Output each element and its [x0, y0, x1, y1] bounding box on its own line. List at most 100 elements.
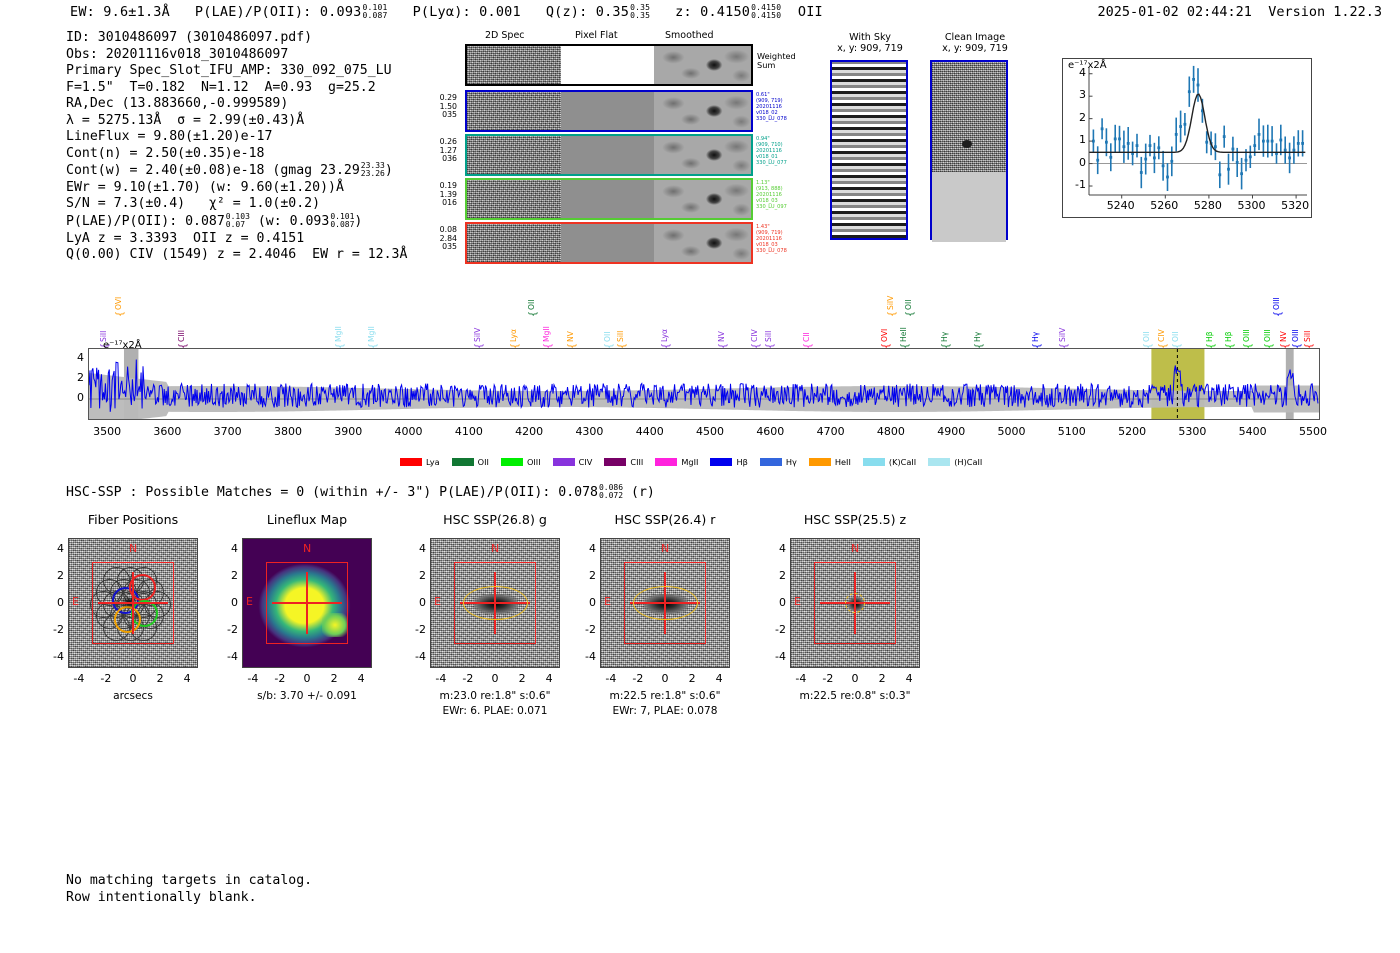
axis-tick: -2 [100, 672, 112, 685]
compass-north: N [129, 542, 138, 555]
fiber-row-ticks: 0.19 1.39 016 [439, 181, 457, 208]
line-marker-label: Hβ [1205, 331, 1215, 342]
line-marker: Lyα} [509, 308, 520, 350]
header-plae-range: 0.101 0.087 [362, 3, 388, 20]
line-marker-label: CIV [1157, 329, 1167, 342]
fiber-row-ticks: 0.26 1.27 036 [439, 137, 457, 164]
axis-tick: -4 [415, 650, 426, 664]
weighted-sum-row [465, 44, 753, 86]
axis-tick: -2 [53, 623, 64, 637]
axis-tick: 2 [688, 672, 696, 685]
line-marker: OII} [603, 308, 614, 350]
legend-label: MgII [681, 457, 699, 467]
emission-line-ylabel: e⁻¹⁷x2Å [1068, 60, 1107, 71]
header-timestamp-block: 2025-01-02 02:44:21 Version 1.22.3 [1098, 4, 1383, 20]
legend-swatch [655, 458, 678, 466]
timestamp: 2025-01-02 02:44:21 [1097, 4, 1252, 20]
line-marker-label: Lyα [659, 328, 669, 342]
footer-line1: No matching targets in catalog. [66, 873, 313, 888]
line-marker-label: OIII [1262, 329, 1272, 342]
line-marker: MgII} [367, 308, 378, 350]
emission-line-plot [1062, 58, 1312, 218]
line-marker: SiIV} [885, 276, 897, 318]
footer-note: No matching targets in catalog. Row inte… [66, 872, 312, 906]
axis-tick: -2 [822, 672, 834, 685]
axis-tick: 4600 [756, 425, 785, 438]
line-marker-brace: } [527, 310, 539, 318]
panel-caption: EWr: 6. PLAE: 0.071 [442, 705, 548, 717]
axis-tick: 4 [57, 541, 64, 555]
axis-tick: 5280 [1193, 199, 1222, 212]
info-lineflux: LineFlux = 9.80(±1.20)e-17 [66, 129, 273, 145]
axis-tick: -4 [247, 672, 259, 685]
axis-tick: 0 [231, 596, 238, 609]
legend-swatch [862, 458, 885, 466]
axis-tick: 4 [357, 672, 365, 685]
axis-tick: 5320 [1281, 199, 1310, 212]
weighted-sum-label: Weighted Sum [757, 51, 796, 71]
aperture-box [624, 562, 706, 644]
line-marker-label: SiIV [885, 295, 895, 310]
axis-tick: 5400 [1238, 425, 1267, 438]
legend-item: OIII [500, 457, 541, 467]
panel-title: HSC SSP(26.4) r [614, 512, 716, 527]
axis-tick: -4 [227, 650, 238, 664]
legend-label: OIII [526, 457, 541, 467]
line-marker: SiII} [1303, 308, 1314, 350]
compass-east: E [434, 595, 441, 608]
fiber-row [465, 90, 753, 132]
axis-tick: 4900 [937, 425, 966, 438]
version-label: Version 1.22.3 [1268, 4, 1382, 20]
line-marker-label: SiII [764, 330, 774, 342]
axis-tick: 3900 [334, 425, 363, 438]
axis-tick: 4 [231, 541, 238, 555]
line-marker-label: NV [566, 331, 576, 342]
line-marker: CIV} [750, 308, 761, 350]
panel-title: Fiber Positions [87, 512, 179, 527]
legend-item: Hβ [710, 457, 748, 467]
fiber-row-meta: 1.43" (909, 719) 20201116 v018_03 330_LU_078 [756, 224, 787, 255]
line-marker: Hγ} [973, 308, 984, 350]
line-marker-label: OVI [114, 296, 124, 310]
line-marker: OIII} [1242, 308, 1253, 350]
axis-tick: 4000 [394, 425, 423, 438]
axis-tick: 3800 [273, 425, 302, 438]
fiber-row-meta: 1.13" (913, 888) 20201116 v018_03 330_LU_097 [756, 180, 787, 211]
line-marker-label: Hβ [1223, 331, 1233, 342]
col-header-2dspec: 2D Spec [485, 30, 525, 41]
legend-label: CIV [578, 457, 593, 467]
line-marker: Hβ} [1223, 308, 1235, 350]
header-ew: EW: 9.6±1.3Å [70, 4, 170, 20]
legend-item: OII [451, 457, 489, 467]
compass-north: N [661, 542, 670, 555]
legend-swatch [604, 458, 627, 466]
axis-tick: 0 [491, 672, 499, 685]
axis-tick: 2 [589, 568, 596, 582]
legend-label: (H)CaII [954, 457, 983, 467]
legend-label: Hγ [785, 457, 797, 467]
axis-tick: 5100 [1057, 425, 1086, 438]
line-marker-label: NV [1279, 331, 1289, 342]
axis-tick: 4200 [515, 425, 544, 438]
axis-tick: -2 [775, 623, 786, 637]
legend-swatch [500, 458, 523, 466]
axis-tick: 5240 [1106, 199, 1135, 212]
axis-tick: 5300 [1178, 425, 1207, 438]
line-marker: MgII} [334, 308, 345, 350]
compass-north: N [303, 542, 312, 555]
line-marker: Hγ} [940, 308, 951, 350]
axis-tick: 4 [589, 541, 596, 555]
with-sky-title: With Sky x, y: 909, 719 [837, 32, 903, 54]
axis-tick: 2 [156, 672, 164, 685]
line-marker: CIII} [177, 308, 188, 350]
line-marker-label: SiII [1303, 330, 1313, 342]
axis-tick: 4700 [816, 425, 845, 438]
info-obs: Obs: 20201116v018_3010486097 [66, 46, 289, 62]
cutout-image[interactable] [68, 538, 198, 668]
line-marker: OIII} [1291, 308, 1302, 350]
source-info-block: ID: 3010486097 (3010486097.pdf) Obs: 202… [66, 30, 407, 264]
axis-tick: 4 [1079, 65, 1086, 79]
axis-tick: -2 [632, 672, 644, 685]
